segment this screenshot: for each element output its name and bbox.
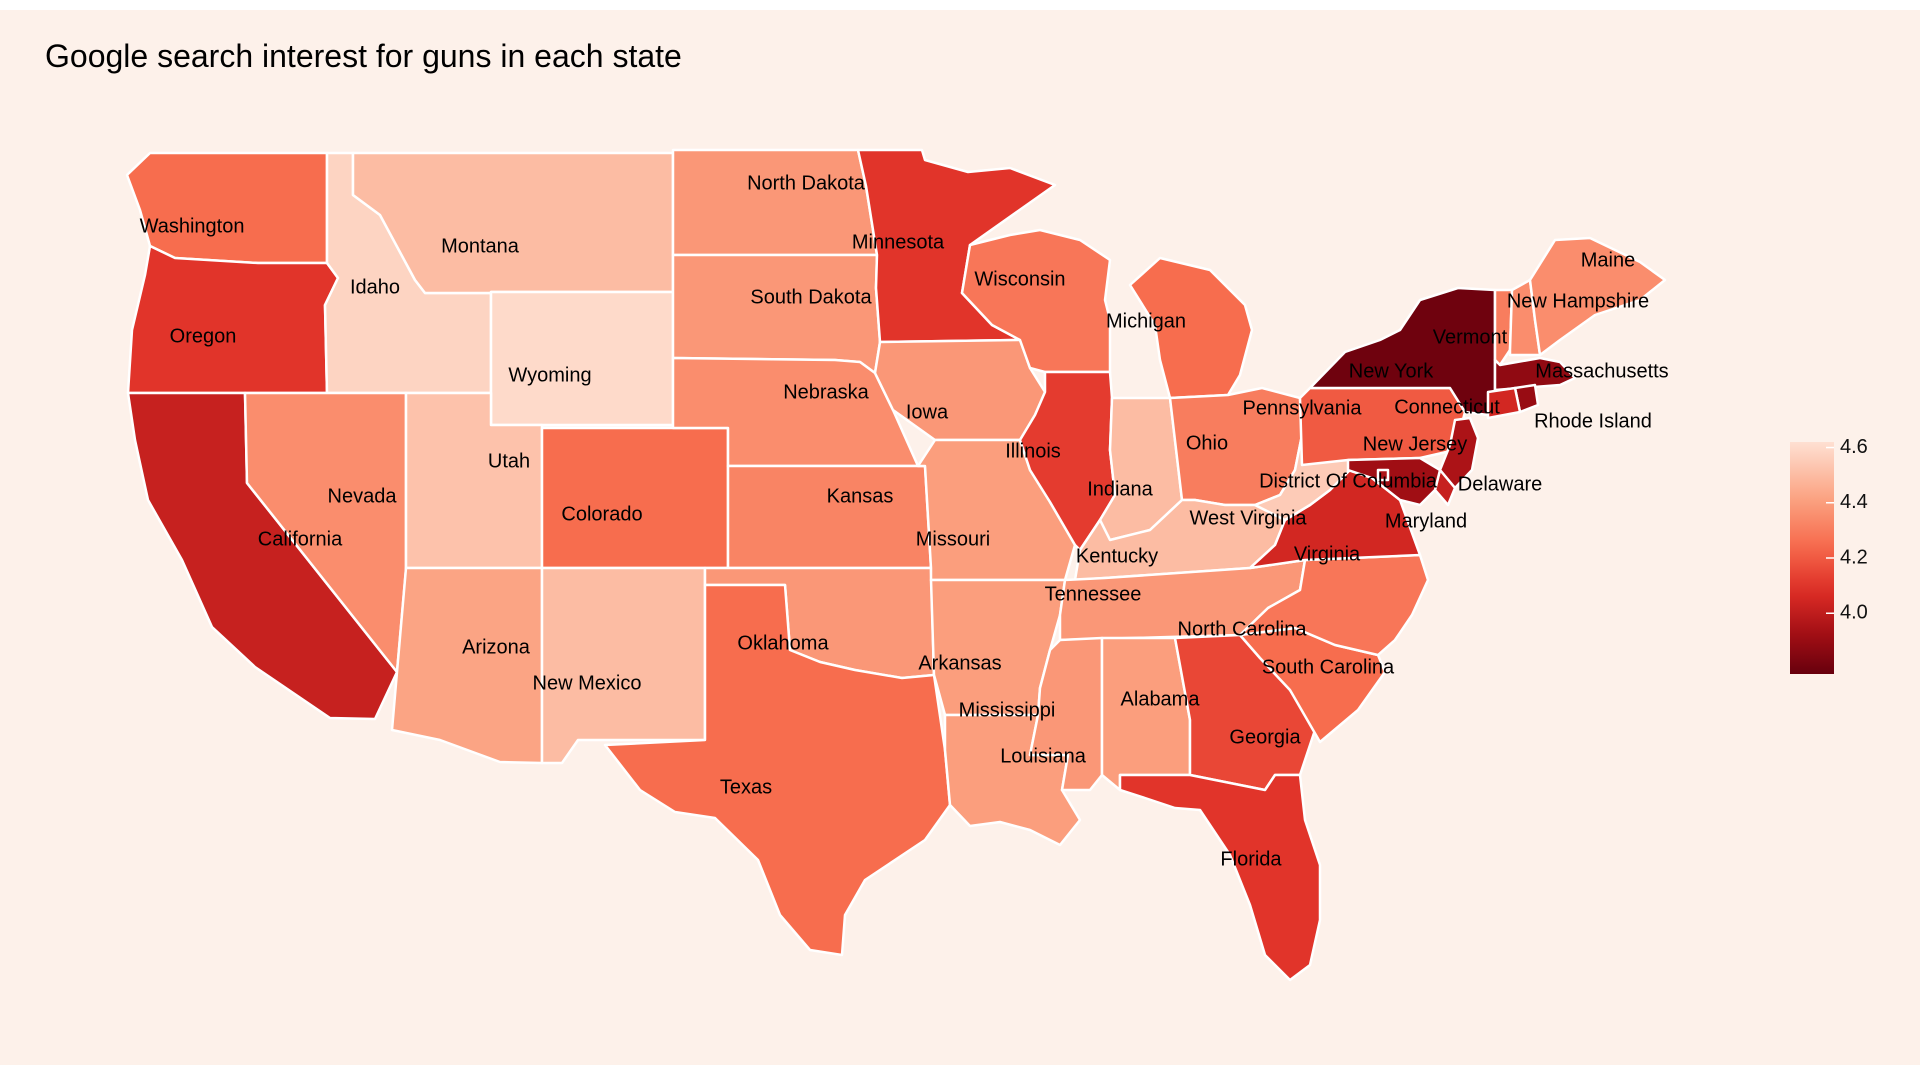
state-label-massachusetts: Massachusetts (1535, 360, 1668, 382)
legend-tick-label: 4.0 (1840, 602, 1868, 624)
state-shape-south-dakota (671, 253, 882, 375)
state-label-maine: Maine (1581, 249, 1635, 271)
state-label-oregon: Oregon (170, 325, 237, 347)
state-label-texas: Texas (720, 776, 772, 798)
state-label-south-carolina: South Carolina (1262, 656, 1395, 678)
state-label-arizona: Arizona (462, 636, 531, 658)
state-label-virginia: Virginia (1294, 543, 1361, 565)
state-label-washington: Washington (140, 215, 245, 237)
state-label-colorado: Colorado (561, 503, 642, 525)
state-shape-michigan (1128, 256, 1254, 400)
state-label-wyoming: Wyoming (508, 364, 591, 386)
state-label-west-virginia: West Virginia (1189, 507, 1307, 529)
state-label-iowa: Iowa (906, 401, 949, 423)
state-label-new-jersey: New Jersey (1363, 433, 1467, 455)
state-label-tennessee: Tennessee (1045, 583, 1142, 605)
state-label-oklahoma: Oklahoma (737, 632, 829, 654)
state-shape-wyoming (489, 290, 675, 427)
state-label-north-carolina: North Carolina (1178, 618, 1308, 640)
state-shape-north-carolina (1238, 553, 1430, 657)
state-shape-colorado (540, 426, 730, 570)
state-label-michigan: Michigan (1106, 310, 1186, 332)
state-label-indiana: Indiana (1087, 478, 1153, 500)
state-label-south-dakota: South Dakota (750, 286, 872, 308)
state-shape-oregon (126, 244, 340, 395)
state-label-minnesota: Minnesota (852, 231, 945, 253)
map-title: Google search interest for guns in each … (45, 38, 682, 74)
state-shape-wisconsin (960, 228, 1112, 374)
state-label-kansas: Kansas (827, 485, 894, 507)
legend-tick-label: 4.4 (1840, 491, 1868, 513)
state-label-illinois: Illinois (1005, 440, 1061, 462)
state-shape-vermont (1493, 288, 1514, 367)
state-label-alabama: Alabama (1121, 688, 1201, 710)
state-shape-florida (1118, 773, 1322, 982)
state-label-delaware: Delaware (1458, 473, 1542, 495)
state-label-mississippi: Mississippi (959, 699, 1056, 721)
state-label-rhode-island: Rhode Island (1534, 410, 1652, 432)
state-label-california: California (258, 528, 343, 550)
state-shape-maine (1528, 236, 1667, 357)
state-label-north-dakota: North Dakota (747, 172, 866, 194)
state-label-idaho: Idaho (350, 276, 400, 298)
state-label-ohio: Ohio (1186, 432, 1228, 454)
state-label-maryland: Maryland (1385, 510, 1467, 532)
legend-tick-label: 4.2 (1840, 546, 1868, 568)
state-label-nevada: Nevada (328, 485, 398, 507)
state-shape-texas (603, 583, 952, 957)
state-label-utah: Utah (488, 450, 530, 472)
color-legend: 4.6 4.4 4.2 4.0 (1790, 436, 1868, 674)
state-label-new-hampshire: New Hampshire (1507, 290, 1649, 312)
state-label-louisiana: Louisiana (1000, 745, 1087, 767)
state-shape-connecticut (1486, 386, 1522, 420)
state-label-new-york: New York (1349, 360, 1434, 382)
state-shape-arizona (390, 566, 544, 765)
legend-tick-label: 4.6 (1840, 436, 1868, 458)
state-label-new-mexico: New Mexico (533, 672, 642, 694)
state-label-pennsylvania: Pennsylvania (1243, 397, 1363, 419)
state-shape-new-jersey (1438, 416, 1480, 490)
state-shape-washington (125, 151, 329, 265)
state-shape-alabama (1100, 636, 1192, 792)
state-shape-district-of-columbia (1376, 468, 1390, 482)
state-shape-maryland (1346, 456, 1442, 507)
state-label-kentucky: Kentucky (1076, 545, 1158, 567)
state-label-arkansas: Arkansas (918, 652, 1001, 674)
state-shape-kansas (726, 464, 933, 570)
state-label-florida: Florida (1220, 848, 1282, 870)
state-label-missouri: Missouri (916, 528, 990, 550)
state-label-district-of-columbia: District Of Columbia (1259, 470, 1438, 492)
state-label-wisconsin: Wisconsin (974, 268, 1065, 290)
state-label-georgia: Georgia (1229, 726, 1301, 748)
state-label-montana: Montana (441, 235, 520, 257)
state-shape-new-mexico (540, 566, 707, 765)
state-shape-nebraska (671, 356, 920, 468)
state-shape-new-york (1308, 286, 1497, 417)
state-label-connecticut: Connecticut (1394, 396, 1500, 418)
state-shape-north-dakota (671, 148, 879, 257)
state-label-vermont: Vermont (1433, 326, 1508, 348)
state-label-nebraska: Nebraska (783, 381, 869, 403)
